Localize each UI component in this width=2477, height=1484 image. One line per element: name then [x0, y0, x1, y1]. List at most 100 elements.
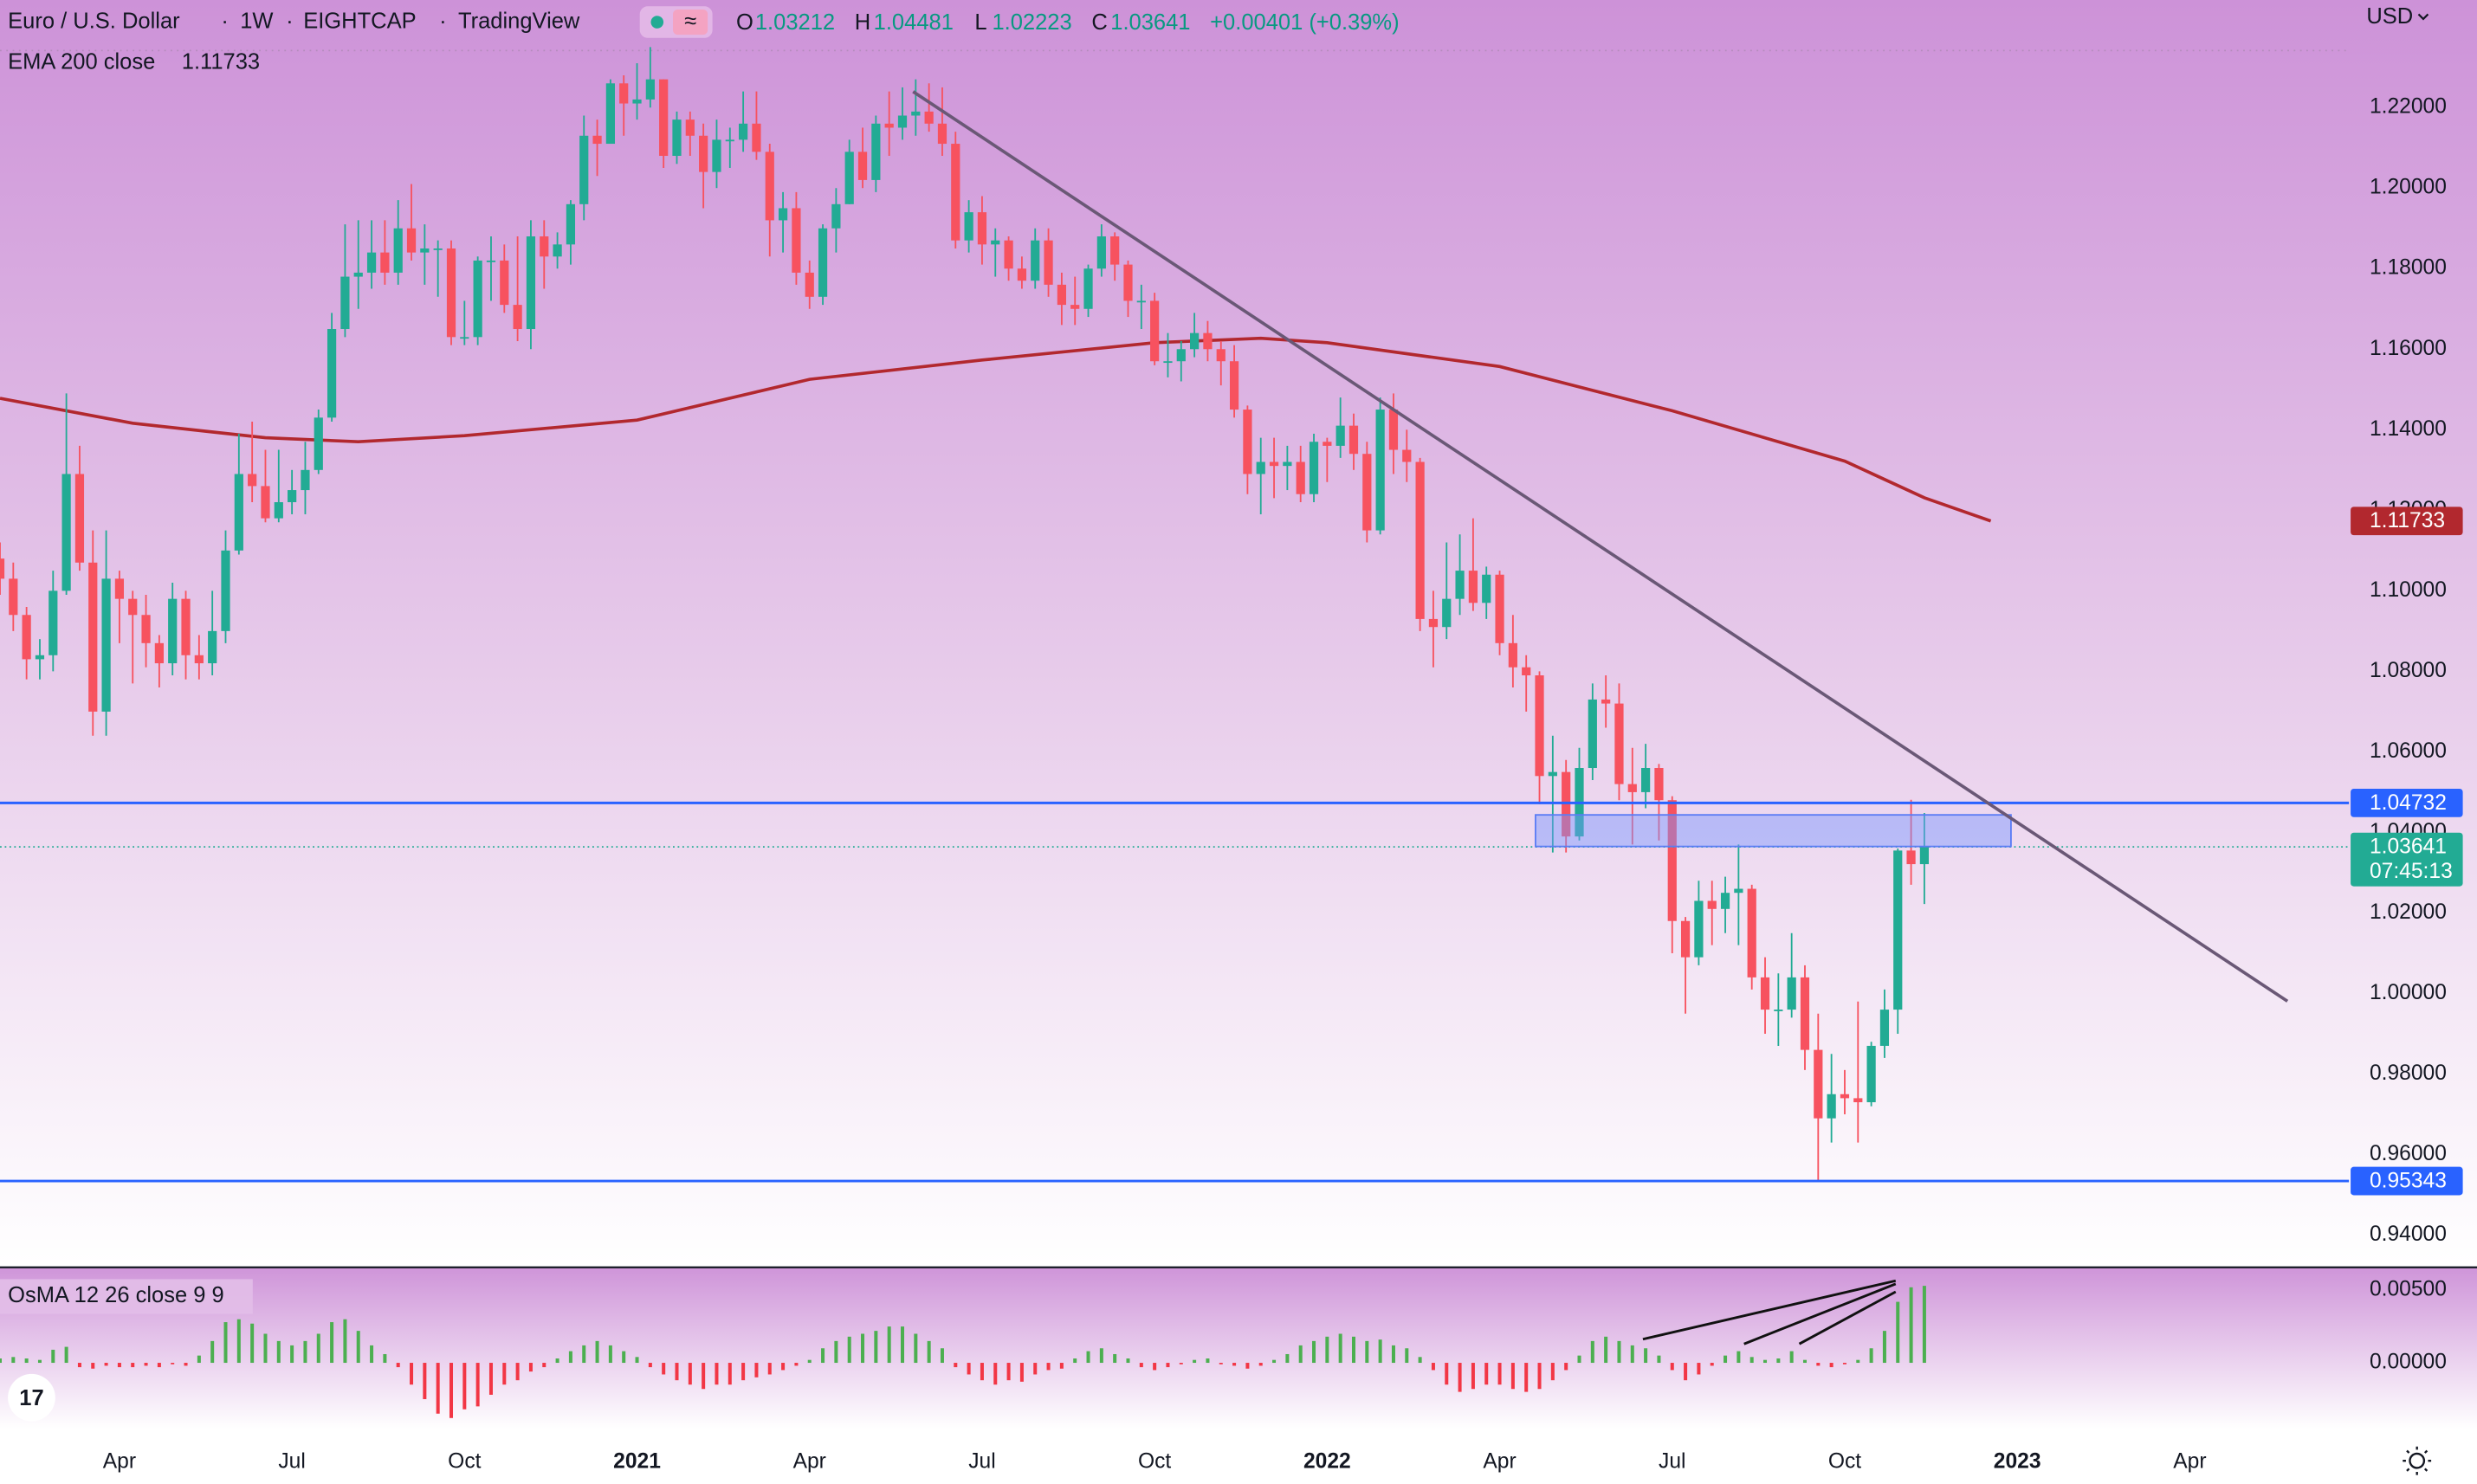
candle-body — [1919, 847, 1930, 865]
candle-body — [1283, 461, 1292, 467]
candle-body — [1110, 236, 1120, 265]
osma-bar — [1193, 1359, 1197, 1364]
candle-body — [1495, 574, 1504, 643]
level-badge-bg — [2351, 1166, 2463, 1196]
logo-glyph[interactable]: 17 — [19, 1386, 43, 1410]
candle-body — [1269, 461, 1279, 467]
candle-body — [353, 272, 363, 277]
osma-bar — [1630, 1345, 1634, 1364]
candle-body — [1482, 574, 1491, 603]
osma-bar — [488, 1363, 493, 1395]
candle-body — [857, 152, 868, 180]
osma-bar — [91, 1363, 95, 1369]
settings-icon-rays[interactable] — [2403, 1446, 2432, 1475]
candle-body — [141, 615, 151, 643]
osma-bar — [1909, 1287, 1913, 1364]
osma-bar — [542, 1363, 546, 1368]
candle-body — [951, 144, 960, 241]
osma-bar — [117, 1363, 121, 1368]
candle-body — [964, 212, 973, 241]
osma-bar — [263, 1333, 268, 1364]
candle-body — [844, 152, 854, 204]
candle-body — [340, 276, 350, 330]
candle-body — [114, 578, 125, 599]
candle-body — [579, 135, 589, 204]
candle-body — [406, 228, 417, 253]
candle-body — [1017, 268, 1027, 281]
settings-icon[interactable] — [2409, 1452, 2426, 1469]
candle-body — [248, 474, 257, 487]
logo[interactable] — [8, 1373, 55, 1422]
exchange: EIGHTCAP — [303, 9, 416, 33]
main-pane — [0, 0, 2477, 1267]
osma-tick-label: 0.00000 — [2370, 1351, 2447, 1374]
candle-body — [1866, 1045, 1876, 1103]
osma-bar — [197, 1355, 201, 1364]
candle-body — [831, 203, 841, 229]
osma-bar — [144, 1363, 148, 1366]
candle-body — [1680, 920, 1691, 958]
osma-bar — [1206, 1358, 1210, 1364]
separator: · — [439, 9, 446, 33]
candle-body — [778, 208, 788, 221]
osma-bar — [568, 1351, 572, 1364]
candle-body — [1720, 893, 1730, 909]
candle-body — [22, 615, 31, 660]
candle-body — [1136, 300, 1146, 303]
candle-body — [937, 123, 947, 145]
y-tick-label: 1.06000 — [2370, 739, 2447, 763]
divergence-line — [1798, 1290, 1897, 1345]
x-tick-label: Apr — [793, 1450, 826, 1474]
osma-plot — [0, 1286, 1926, 1418]
candle-body — [168, 598, 178, 664]
osma-bar — [1856, 1359, 1860, 1364]
osma-bar — [861, 1333, 865, 1364]
candle-body — [446, 248, 456, 338]
candle-body — [49, 590, 58, 655]
candle-body — [1800, 977, 1810, 1050]
y-tick-label: 0.96000 — [2370, 1142, 2447, 1165]
candle-body — [1070, 305, 1080, 309]
close-label: C — [1091, 10, 1107, 35]
osma-bar — [887, 1326, 891, 1364]
osma-bar — [462, 1363, 467, 1410]
candle-body — [1336, 425, 1345, 446]
candle-body — [1096, 236, 1106, 269]
y-tick-label: 1.10000 — [2370, 578, 2447, 602]
candle-body — [1442, 598, 1452, 628]
osma-bar — [980, 1363, 984, 1381]
osma-bar — [1617, 1340, 1621, 1364]
candle-body — [659, 79, 669, 157]
osma-bar — [1126, 1358, 1130, 1364]
last-price-badge: 1.03641 — [2370, 836, 2447, 859]
osma-bar — [528, 1363, 533, 1372]
candle-body — [897, 115, 908, 128]
osma-bar — [702, 1363, 706, 1390]
osma-bar — [1179, 1363, 1183, 1365]
osma-bar — [1153, 1363, 1157, 1371]
osma-bar — [1378, 1339, 1382, 1364]
y-tick-label: 1.16000 — [2370, 337, 2447, 360]
osma-bar — [914, 1333, 918, 1364]
currency[interactable]: USD — [2366, 4, 2413, 29]
supply-zone — [1534, 814, 2012, 848]
header: Euro / U.S. Dollar · 1W · EIGHTCAP · Tra… — [0, 4, 2432, 1475]
osma-bar — [131, 1363, 135, 1368]
osma-bar — [807, 1359, 812, 1364]
ema-badge: 1.11733 — [2370, 509, 2445, 532]
candle-body — [393, 228, 403, 273]
currency-chevron[interactable] — [2417, 13, 2429, 21]
osma-bar — [37, 1359, 42, 1364]
candle-body — [194, 655, 204, 664]
candle-body — [1229, 361, 1239, 410]
osma-bar — [303, 1340, 307, 1364]
osma-bar — [210, 1340, 215, 1364]
osma-bar — [171, 1363, 175, 1365]
candle-body — [208, 630, 217, 664]
candle-body — [592, 135, 602, 145]
osma-bar — [1033, 1363, 1038, 1375]
separator: · — [221, 9, 229, 33]
y-tick-label: 1.02000 — [2370, 900, 2447, 924]
candle-body — [1083, 268, 1093, 309]
candle-body — [9, 578, 18, 616]
